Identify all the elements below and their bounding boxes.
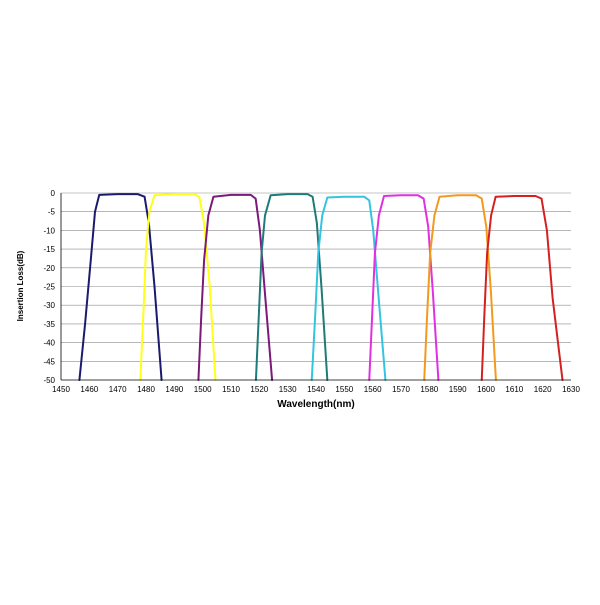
y-tick-labels: 0 -5 -10 -15 -20 -25 -30 -35 -40 -45 -50 (43, 189, 55, 385)
y-tick-label: 0 (51, 189, 56, 198)
series-line-1 (78, 193, 163, 381)
y-tick-label: -45 (43, 357, 55, 366)
series-line-6 (368, 194, 440, 381)
x-tick-label: 1510 (222, 385, 240, 394)
y-tick-label: -20 (43, 264, 55, 273)
x-tick-label: 1560 (364, 385, 382, 394)
y-tick-label: -30 (43, 301, 55, 310)
x-tick-label: 1490 (165, 385, 183, 394)
x-tick-label: 1540 (307, 385, 325, 394)
y-tick-label: -35 (43, 320, 55, 329)
x-tick-label: 1580 (420, 385, 438, 394)
y-tick-label: -5 (48, 208, 56, 217)
y-tick-label: -25 (43, 283, 55, 292)
x-tick-labels: 1450 1460 1470 1480 1490 1500 1510 1520 1530 1540… (52, 385, 580, 394)
x-tick-label: 1470 (109, 385, 127, 394)
x-tick-label: 1530 (279, 385, 297, 394)
x-tick-label: 1480 (137, 385, 155, 394)
x-tick-label: 1520 (250, 385, 268, 394)
x-tick-label: 1610 (505, 385, 523, 394)
y-tick-label: -50 (43, 376, 55, 385)
series-layer (78, 193, 564, 381)
x-tick-label: 1500 (194, 385, 212, 394)
x-tick-label: 1620 (534, 385, 552, 394)
x-tick-label: 1460 (80, 385, 98, 394)
y-tick-label: -10 (43, 226, 55, 235)
series-line-8 (480, 194, 564, 381)
x-tick-label: 1550 (335, 385, 353, 394)
x-tick-label: 1450 (52, 385, 70, 394)
x-tick-label: 1590 (449, 385, 467, 394)
x-tick-label: 1570 (392, 385, 410, 394)
x-axis-title: Wavelength(nm) (277, 399, 354, 410)
x-tick-label: 1630 (562, 385, 580, 394)
y-tick-label: -15 (43, 245, 55, 254)
y-axis-title: Insertion Loss(dB) (16, 250, 25, 321)
x-tick-label: 1600 (477, 385, 495, 394)
y-tick-label: -40 (43, 339, 55, 348)
